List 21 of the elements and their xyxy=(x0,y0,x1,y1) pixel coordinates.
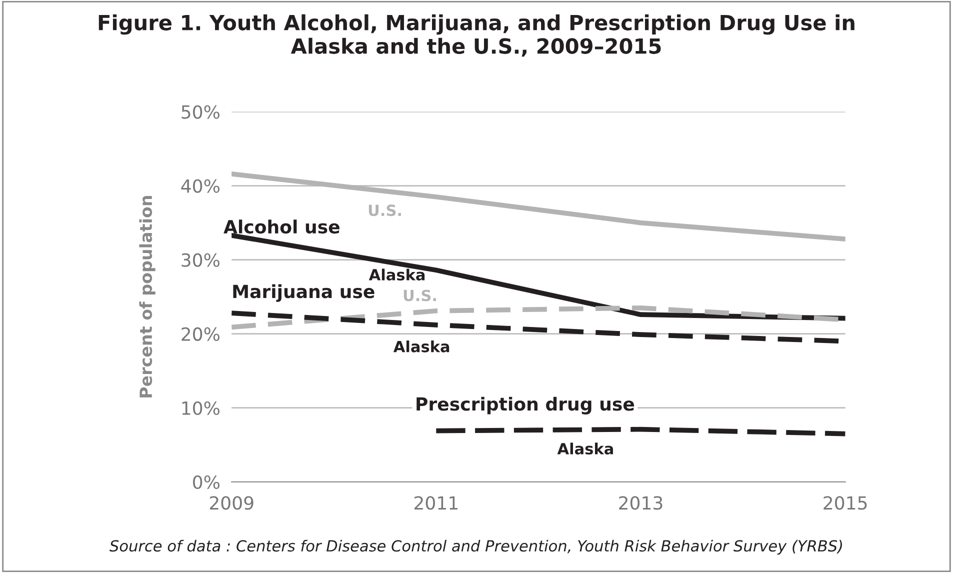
y-tick-label: 40% xyxy=(181,179,220,193)
series-label: U.S. xyxy=(368,204,401,216)
x-tick-label: 2015 xyxy=(824,496,867,510)
chart-title: Figure 1. Youth Alcohol, Marijuana, and Prescription Drug Use in Alaska and the U.S., 2009–2015 xyxy=(98,14,854,57)
x-tick-label: 2013 xyxy=(619,496,662,510)
series-label: Alaska xyxy=(393,340,450,352)
annotation: Marijuana use xyxy=(233,284,374,302)
y-tick-label: 30% xyxy=(182,253,220,267)
x-tick-label: 2009 xyxy=(210,496,254,510)
annotation: Prescription drug use xyxy=(416,396,634,414)
series-label: Alaska xyxy=(557,442,613,454)
y-tick-label: 20% xyxy=(182,327,220,341)
series-label: U.S. xyxy=(404,290,436,302)
annotation: Alcohol use xyxy=(224,220,340,234)
series-label: Alaska xyxy=(368,268,425,281)
y-tick-label: 0% xyxy=(193,475,220,490)
y-axis-title: Percent of population xyxy=(139,196,156,398)
y-tick-label: 10% xyxy=(182,401,220,415)
y-tick-label: 50% xyxy=(182,105,220,119)
source-note: Source of data : Centers for Disease Control and Prevention, Youth Risk Behavior Survey (YRBS) xyxy=(110,540,842,555)
x-tick-label: 2011 xyxy=(414,496,458,510)
